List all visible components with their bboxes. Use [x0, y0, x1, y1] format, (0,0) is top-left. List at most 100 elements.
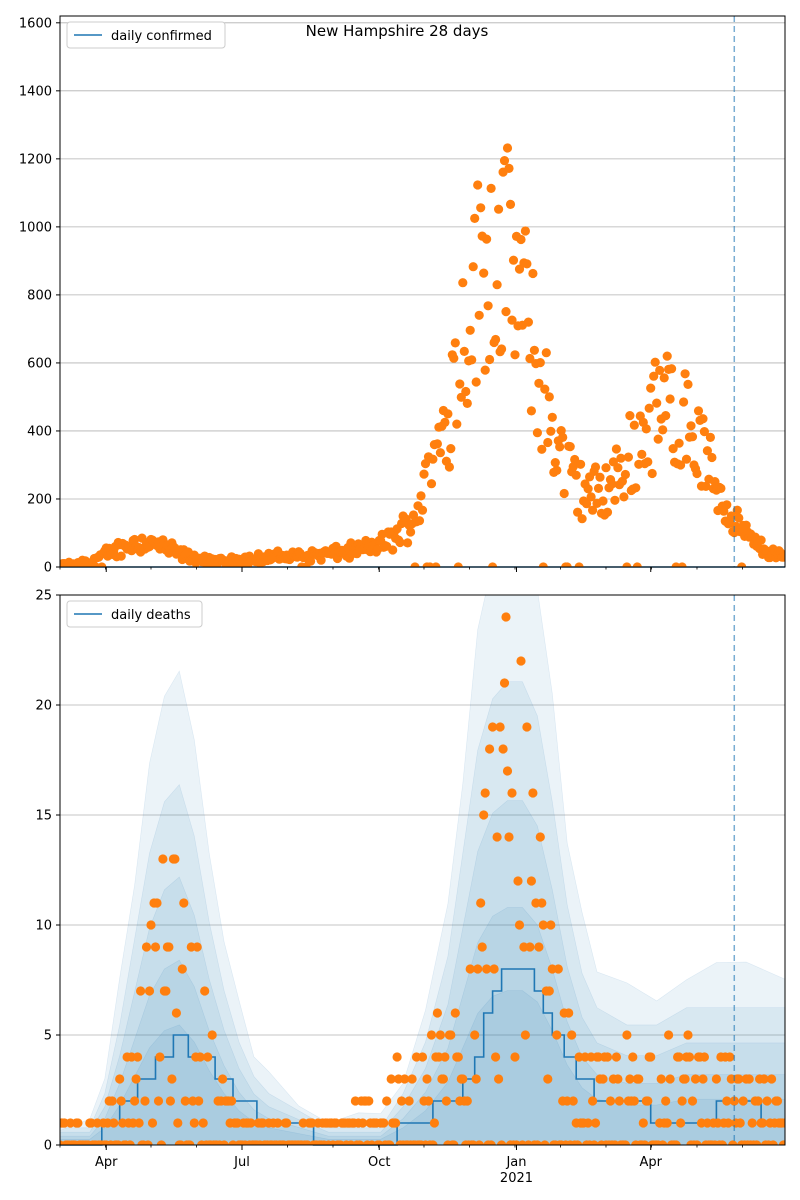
data-point [400, 1074, 410, 1084]
data-point [465, 964, 475, 974]
data-point [195, 1052, 205, 1062]
data-point [676, 1118, 686, 1128]
data-point [590, 1118, 601, 1128]
data-point [610, 495, 620, 505]
data-point [538, 920, 548, 930]
data-point [644, 403, 654, 413]
data-point [385, 1140, 395, 1145]
data-point [144, 986, 155, 996]
data-point [450, 1008, 460, 1018]
data-point [756, 535, 766, 545]
data-point [419, 469, 429, 479]
data-point [526, 406, 537, 416]
data-point [767, 1074, 777, 1084]
data-point [658, 425, 668, 435]
data-point [404, 1096, 414, 1106]
data-point [189, 1118, 199, 1128]
data-point [171, 1008, 181, 1018]
data-point [535, 832, 545, 842]
data-point [738, 1096, 748, 1106]
data-point [428, 1140, 438, 1145]
data-point [443, 409, 453, 419]
data-point [546, 426, 556, 436]
data-point [486, 183, 496, 193]
data-point [780, 551, 785, 562]
data-point [602, 1052, 613, 1062]
data-point [497, 1140, 507, 1145]
data-point [516, 656, 526, 666]
data-point [426, 479, 437, 489]
data-point [510, 350, 520, 360]
data-point [416, 491, 426, 501]
data-point [468, 262, 478, 272]
data-point [417, 1052, 428, 1062]
data-point [716, 483, 726, 493]
data-point [737, 562, 747, 567]
data-point [532, 1140, 542, 1145]
data-point [480, 788, 490, 798]
data-point [474, 310, 484, 320]
data-point [467, 355, 477, 365]
data-point [552, 465, 562, 475]
data-point [629, 420, 639, 430]
data-point [613, 463, 623, 473]
data-point [744, 1074, 754, 1084]
data-point [459, 346, 469, 356]
data-point [702, 446, 713, 456]
data-point [483, 301, 493, 311]
confirmed-axes-frame [59, 15, 786, 568]
data-point [491, 334, 501, 345]
data-point [450, 338, 460, 348]
data-point [625, 1074, 635, 1084]
data-point [449, 353, 459, 363]
data-point [161, 986, 171, 996]
data-point [494, 204, 504, 214]
data-point [538, 562, 548, 567]
data-point [677, 1096, 687, 1106]
data-point [526, 876, 537, 886]
data-point [423, 1096, 434, 1106]
y-tick-label: 1400 [19, 84, 52, 99]
data-point [501, 612, 511, 622]
data-point [723, 1118, 733, 1128]
data-point [449, 1140, 459, 1145]
data-point [152, 898, 162, 908]
y-tick-label: 1200 [19, 152, 52, 167]
data-point [502, 766, 513, 776]
data-point [246, 1118, 256, 1128]
data-point [146, 920, 156, 930]
data-point [422, 1074, 432, 1084]
data-point [582, 499, 592, 509]
data-point [528, 268, 538, 279]
data-point [473, 180, 483, 190]
data-point [440, 417, 450, 427]
data-point [426, 1030, 437, 1040]
data-point [435, 1030, 445, 1040]
data-point [544, 986, 554, 996]
data-point [653, 434, 663, 444]
data-point [758, 1118, 768, 1128]
data-point [665, 394, 675, 404]
data-point [116, 1096, 126, 1106]
data-point [568, 1096, 578, 1106]
data-point [492, 832, 502, 842]
data-point [130, 1096, 140, 1106]
data-point [147, 1118, 158, 1128]
data-point [728, 1140, 738, 1145]
data-point [461, 386, 471, 397]
data-point [583, 1118, 593, 1128]
data-point [116, 551, 126, 561]
confidence-band-0 [60, 595, 785, 1145]
data-point [508, 255, 519, 265]
data-point [316, 555, 326, 565]
data-point [553, 964, 563, 974]
data-point [473, 964, 483, 974]
data-point [602, 507, 613, 517]
data-point [567, 1030, 577, 1040]
data-point [194, 1096, 204, 1106]
data-point [683, 1030, 693, 1040]
data-point [652, 398, 662, 408]
data-point [778, 1140, 785, 1145]
data-point [505, 199, 516, 209]
x-tick-sublabel: 2021 [500, 1171, 533, 1186]
